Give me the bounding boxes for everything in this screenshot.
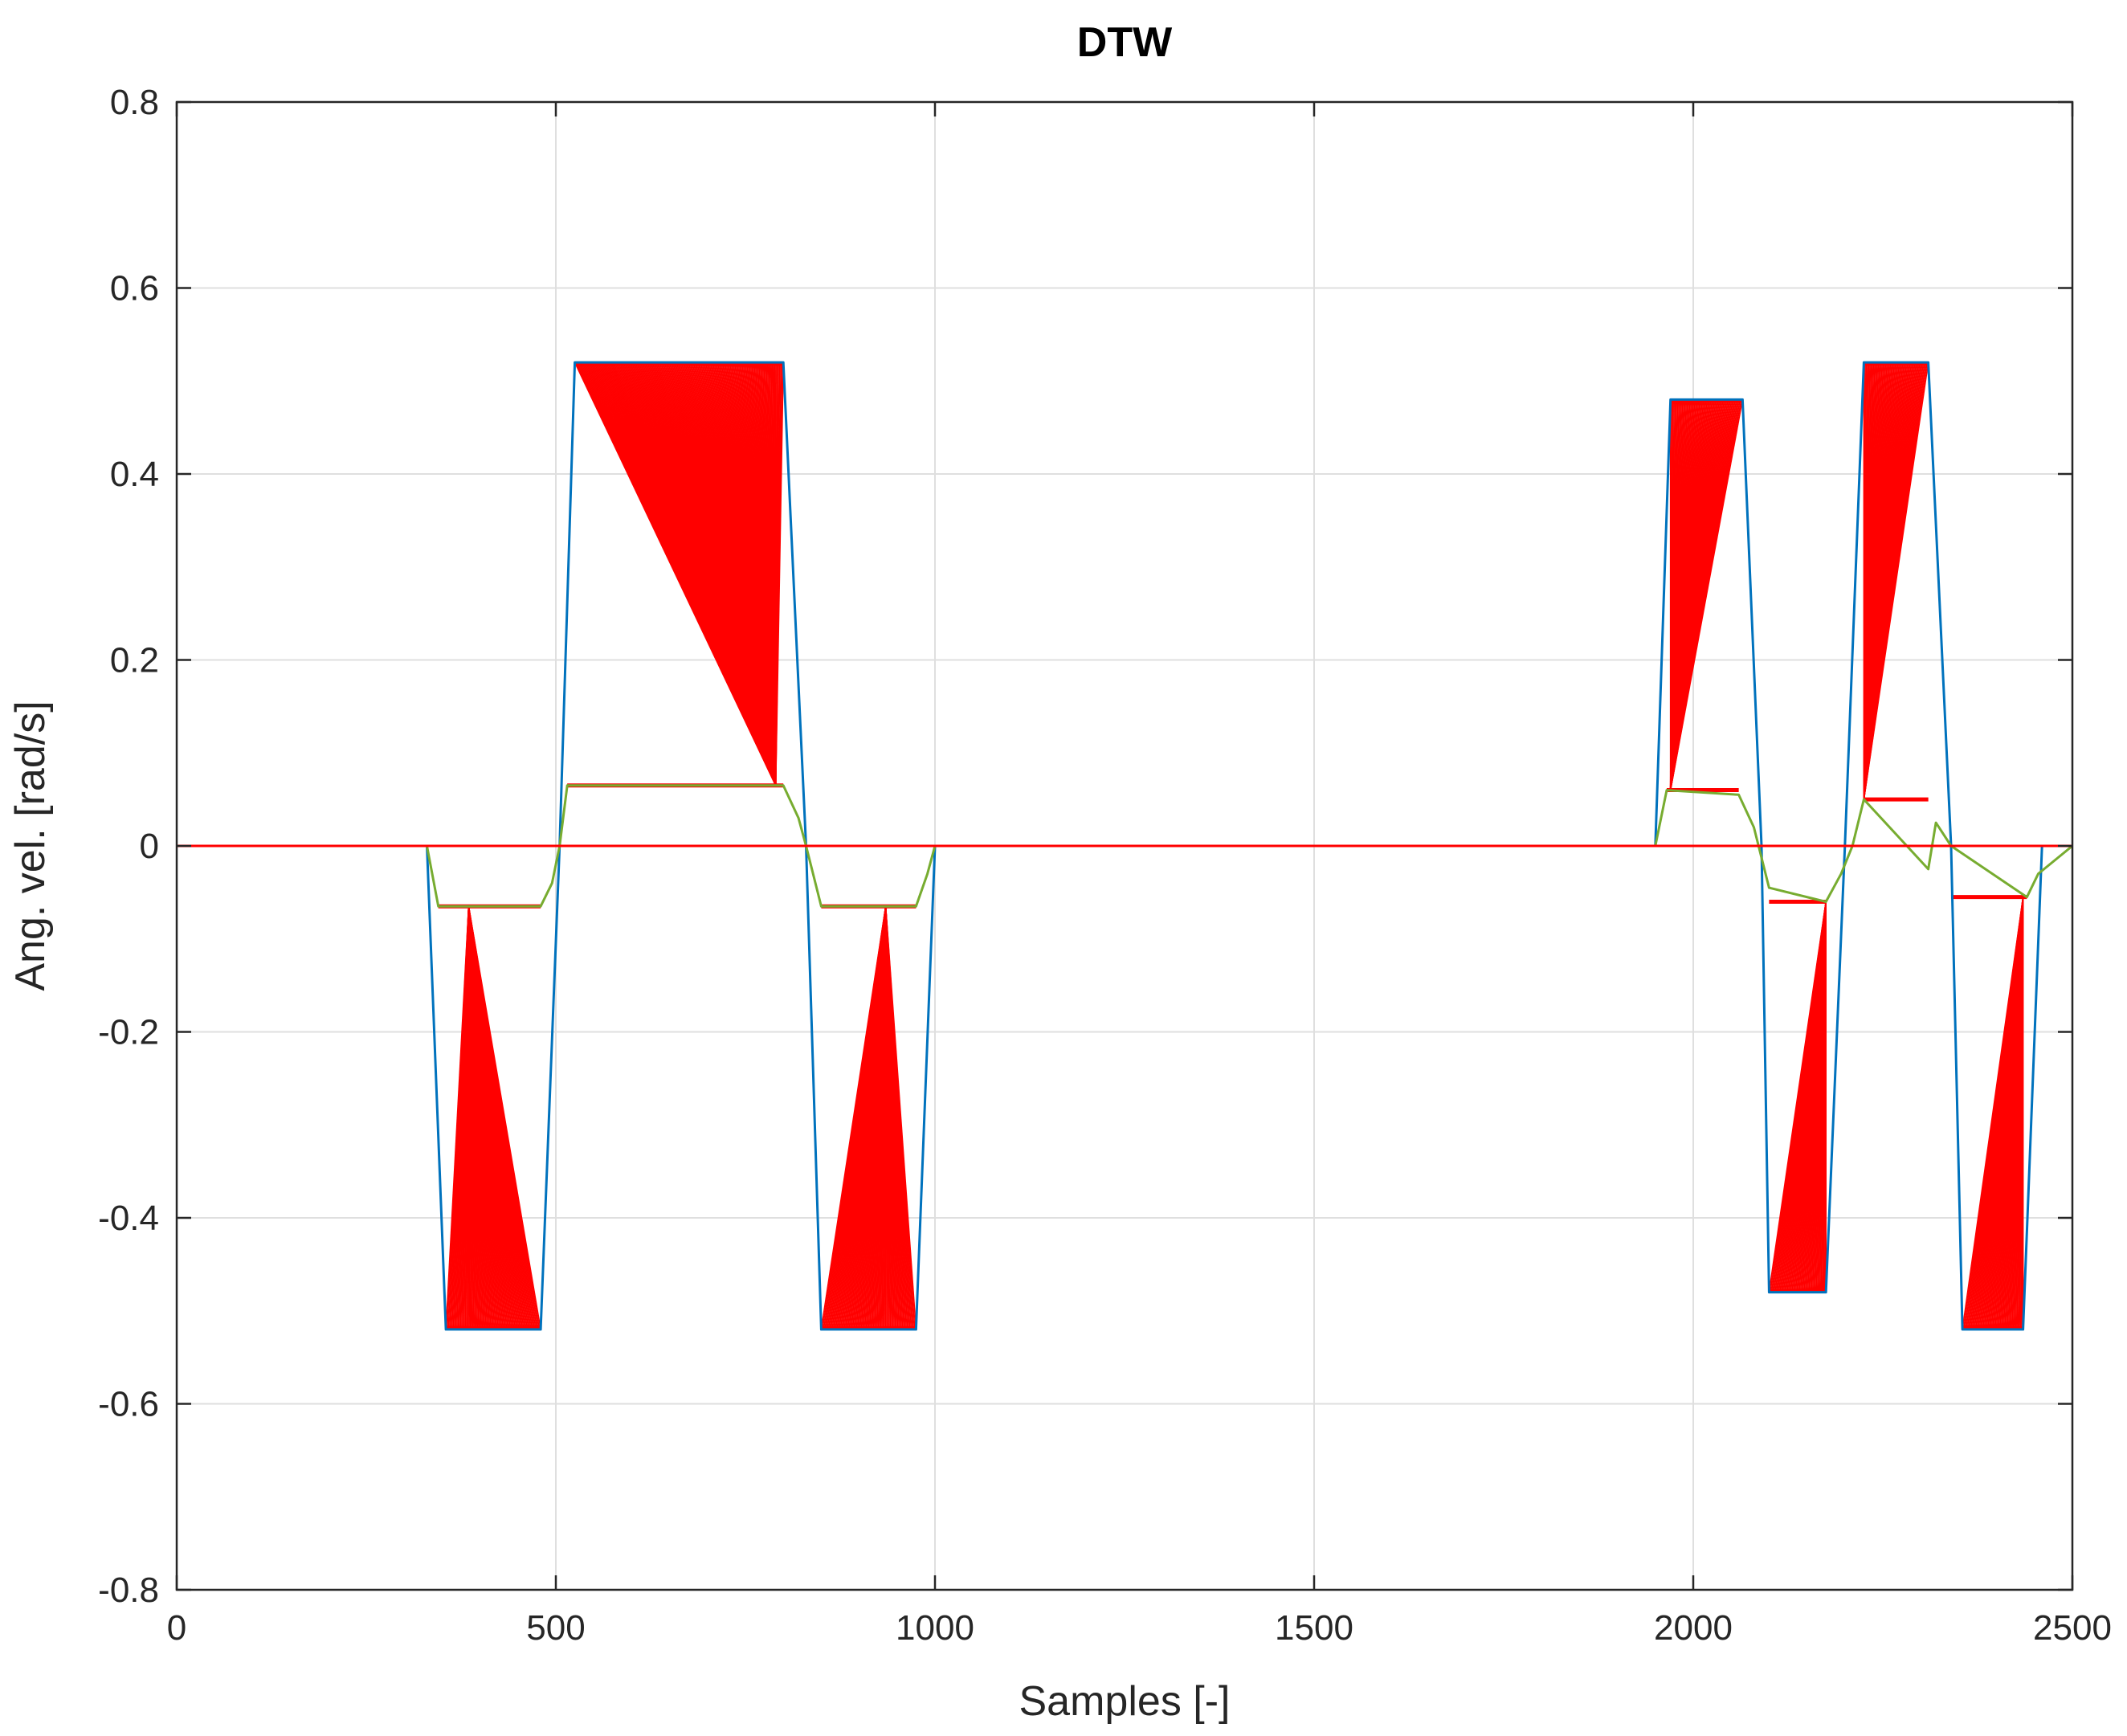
warp-line	[884, 906, 917, 1330]
y-tick-label: 0.6	[110, 269, 159, 308]
x-tick-label: 2000	[1654, 1608, 1733, 1648]
warp-fan-5	[1768, 899, 1827, 1293]
y-axis-label: Ang. vel. [rad/s]	[7, 701, 54, 991]
warp-fan-4	[1666, 399, 1744, 793]
ticks: 0 500 1000 1500 2000 2500 -0.8 -0.6 -0.4 -0.2 0 0.2…	[98, 83, 2112, 1648]
y-tick-label: 0.8	[110, 83, 159, 122]
y-tick-label: -0.4	[98, 1199, 159, 1238]
x-tick-label: 500	[526, 1608, 585, 1648]
x-tick-label: 1500	[1275, 1608, 1353, 1648]
x-tick-label: 1000	[896, 1608, 974, 1648]
warp-fan-6	[1863, 361, 1929, 802]
y-tick-label: 0.4	[110, 455, 159, 494]
series-lines	[177, 361, 2073, 1331]
warp-plateau-band	[821, 1325, 917, 1330]
warp-plateau-band	[446, 1325, 541, 1330]
warp-line	[1863, 361, 1929, 800]
y-tick-label: -0.8	[98, 1571, 159, 1610]
warp-fan-3	[820, 904, 917, 1330]
chart-title: DTW	[1077, 19, 1173, 66]
warp-plateau-band	[1670, 399, 1743, 403]
y-tick-label: -0.6	[98, 1385, 159, 1424]
y-tick-label: 0.2	[110, 641, 159, 680]
warp-fan-2	[567, 361, 784, 788]
warp-lines	[438, 361, 2027, 1330]
warp-line	[467, 906, 541, 1330]
y-tick-label: -0.2	[98, 1013, 159, 1052]
warp-plateau-band	[1769, 1289, 1827, 1293]
x-tick-label: 2500	[2033, 1608, 2112, 1648]
x-tick-label: 0	[167, 1608, 186, 1648]
warp-plateau-band	[574, 362, 784, 366]
warp-line	[1669, 399, 1744, 790]
warp-line	[774, 362, 784, 786]
x-axis-label: Samples [-]	[1019, 1678, 1231, 1725]
warp-fan-7	[1950, 895, 2027, 1330]
y-tick-label: 0	[140, 827, 159, 866]
warp-plateau-band	[1962, 1325, 2023, 1330]
warp-plateau-band	[1864, 362, 1929, 366]
